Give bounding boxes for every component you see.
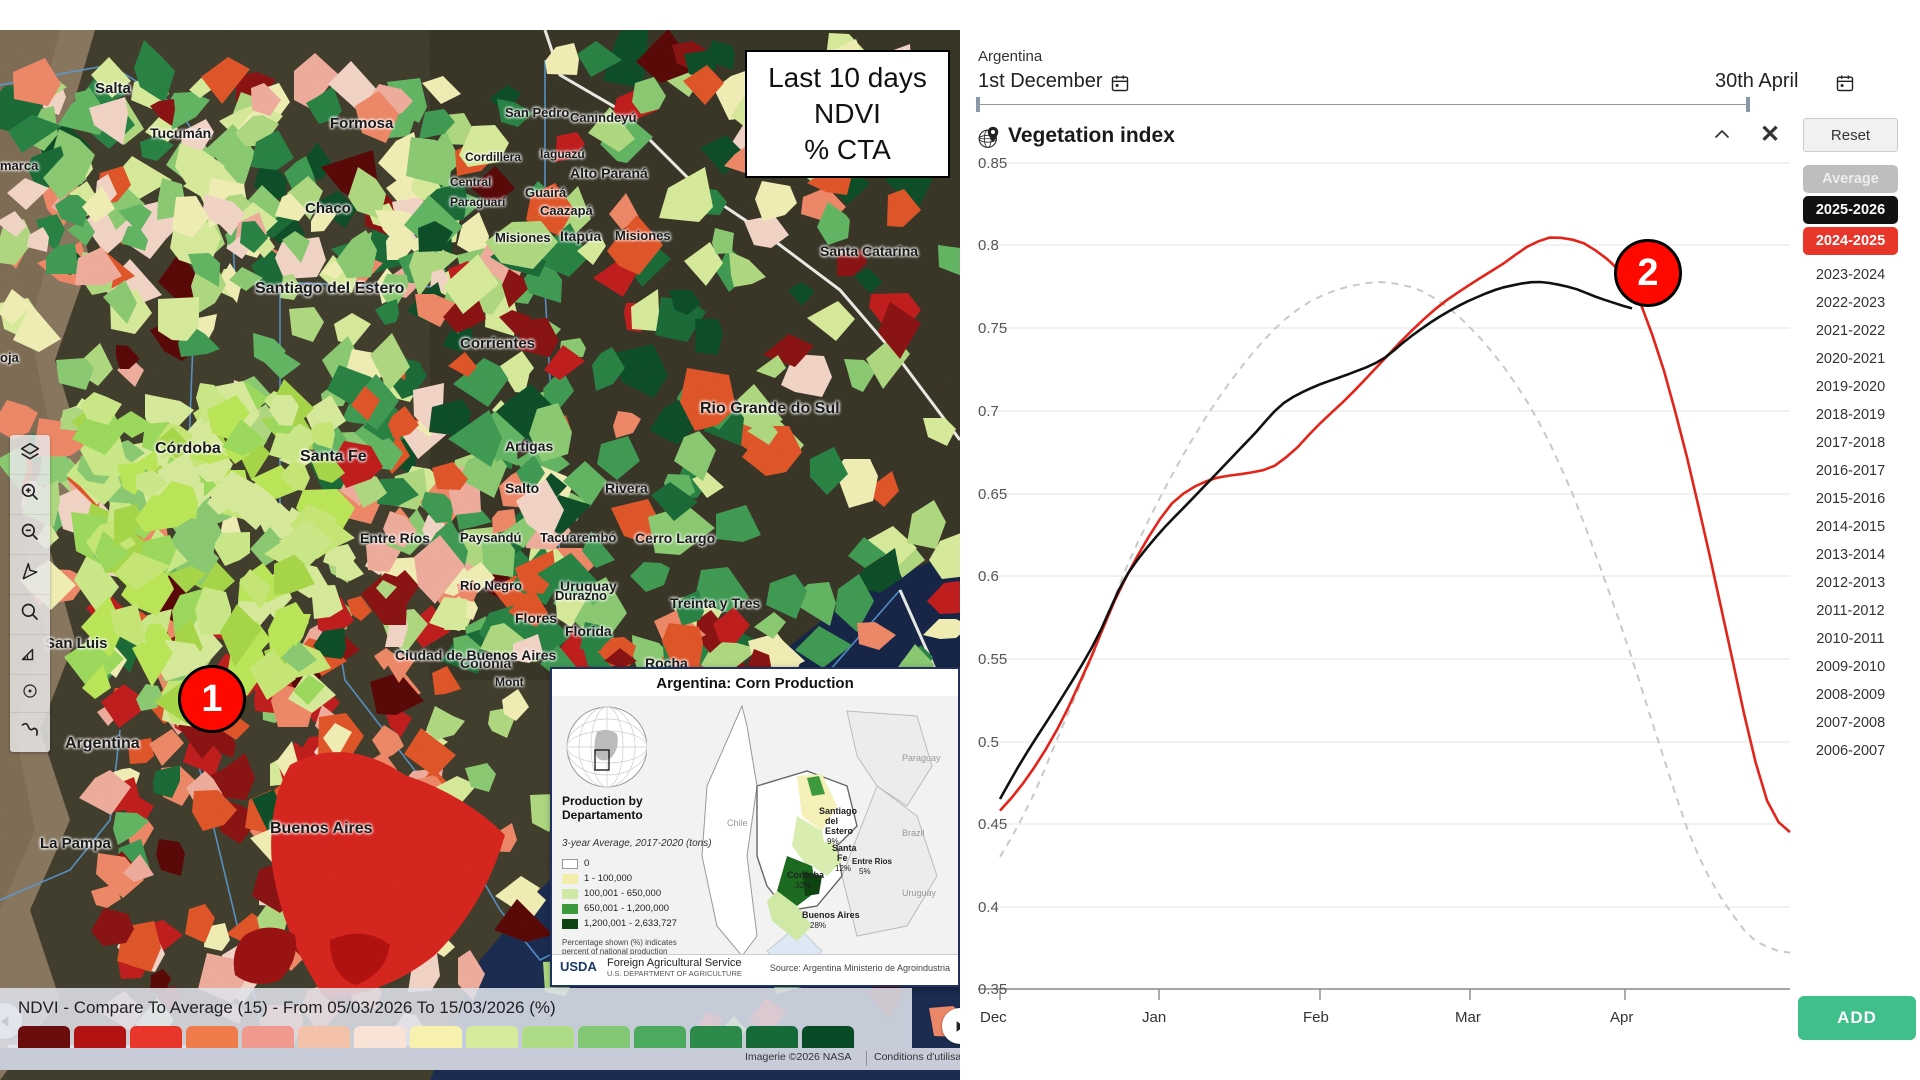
svg-text:Córdoba: Córdoba: [787, 870, 825, 880]
svg-text:Buenos Aires: Buenos Aires: [802, 910, 860, 920]
svg-text:Fe: Fe: [837, 853, 848, 863]
svg-text:Uruguay: Uruguay: [902, 888, 937, 898]
svg-text:Entre Rios: Entre Rios: [852, 857, 893, 866]
svg-text:5%: 5%: [859, 867, 871, 876]
svg-text:Estero: Estero: [825, 826, 854, 836]
svg-text:32%: 32%: [795, 881, 811, 890]
svg-text:12%: 12%: [835, 864, 851, 873]
svg-text:Santa: Santa: [832, 843, 858, 853]
svg-text:28%: 28%: [810, 921, 826, 930]
svg-text:Santiago: Santiago: [819, 806, 858, 816]
svg-text:del: del: [825, 816, 838, 826]
svg-text:Paraguay: Paraguay: [902, 753, 941, 763]
svg-text:Brazil: Brazil: [902, 828, 925, 838]
svg-text:Chile: Chile: [727, 818, 748, 828]
